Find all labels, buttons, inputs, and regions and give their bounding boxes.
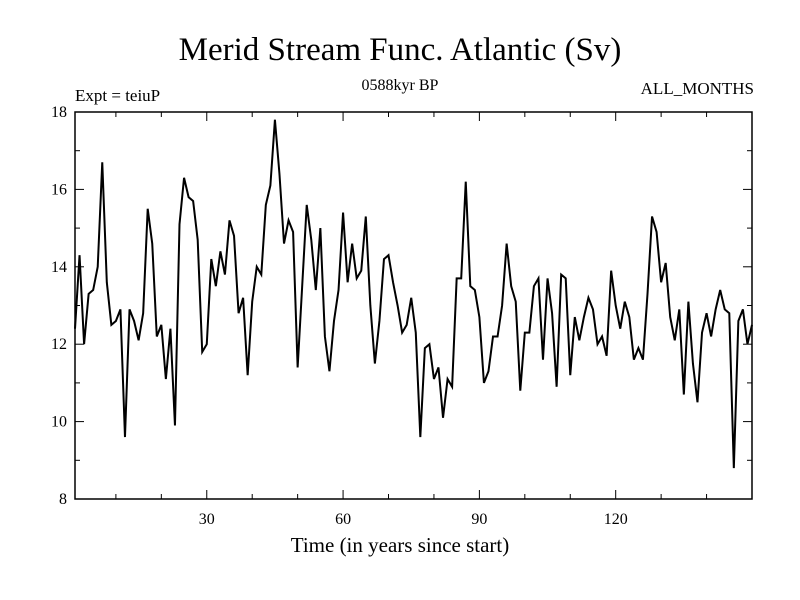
chart-subtitle: 0588kyr BP bbox=[361, 77, 439, 94]
experiment-label: Expt = teiuP bbox=[75, 86, 161, 105]
y-tick-label: 8 bbox=[59, 491, 67, 508]
x-tick-label: 90 bbox=[471, 511, 487, 528]
x-tick-label: 120 bbox=[604, 511, 628, 528]
period-label: ALL_MONTHS bbox=[640, 79, 754, 98]
y-tick-label: 18 bbox=[51, 104, 67, 121]
plot-frame bbox=[74, 111, 753, 500]
series-line bbox=[74, 119, 753, 469]
y-tick-label: 14 bbox=[51, 259, 67, 276]
x-tick-label: 60 bbox=[335, 511, 351, 528]
y-tick-label: 16 bbox=[51, 181, 67, 198]
y-tick-label: 10 bbox=[51, 414, 67, 431]
y-tick-label: 12 bbox=[51, 336, 67, 353]
x-tick-label: 30 bbox=[199, 511, 215, 528]
x-axis-label: Time (in years since start) bbox=[290, 533, 510, 557]
chart-title: Merid Stream Func. Atlantic (Sv) bbox=[178, 32, 622, 68]
series-layer bbox=[74, 119, 753, 469]
axes: 8 10 12 14 16 18 30 60 90 120 bbox=[51, 104, 752, 528]
